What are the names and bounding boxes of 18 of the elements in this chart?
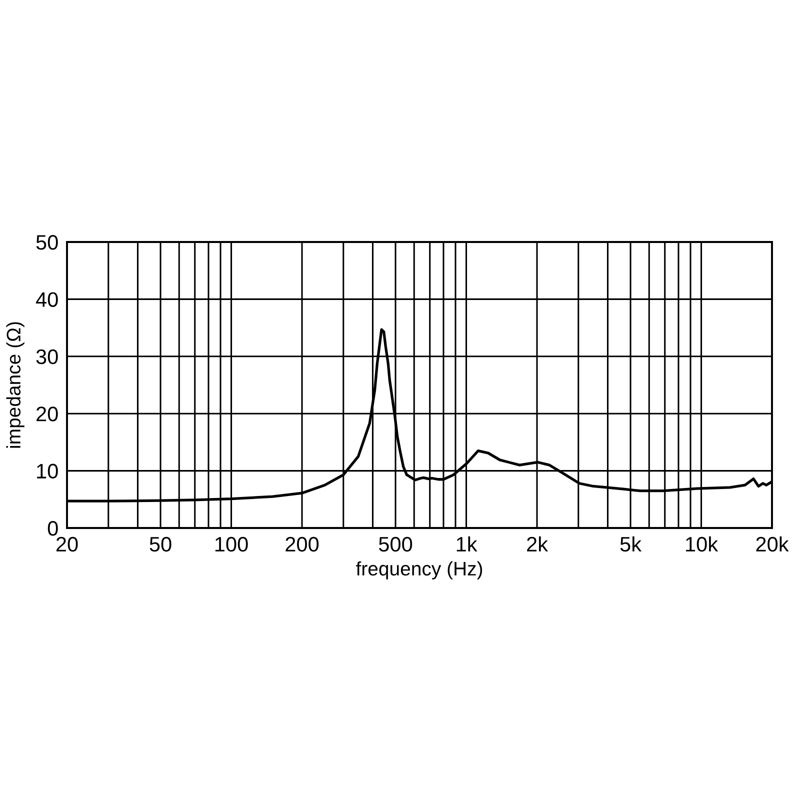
x-tick-label: 10k <box>686 536 718 552</box>
y-tick-label: 30 <box>36 349 58 364</box>
x-tick-label: 50 <box>150 536 172 552</box>
x-tick-label: 20k <box>756 536 789 552</box>
y-tick-label: 20 <box>36 406 58 422</box>
y-tick-label: 10 <box>37 464 58 479</box>
x-tick-label: 5k <box>620 536 642 552</box>
x-tick-label: 200 <box>286 536 319 552</box>
y-axis-title: impedance (Ω) <box>6 322 24 448</box>
x-axis-title: frequency (Hz) <box>356 561 482 580</box>
x-tick-label: 20 <box>56 536 78 552</box>
x-tick-label: 500 <box>378 536 412 552</box>
y-tick-label: 40 <box>36 292 58 307</box>
x-tick-label: 100 <box>215 536 248 552</box>
y-tick-label: 50 <box>36 235 58 250</box>
x-tick-label: 2k <box>527 536 548 552</box>
x-tick-label: 1k <box>456 536 478 552</box>
y-tick-label: 0 <box>48 521 58 536</box>
